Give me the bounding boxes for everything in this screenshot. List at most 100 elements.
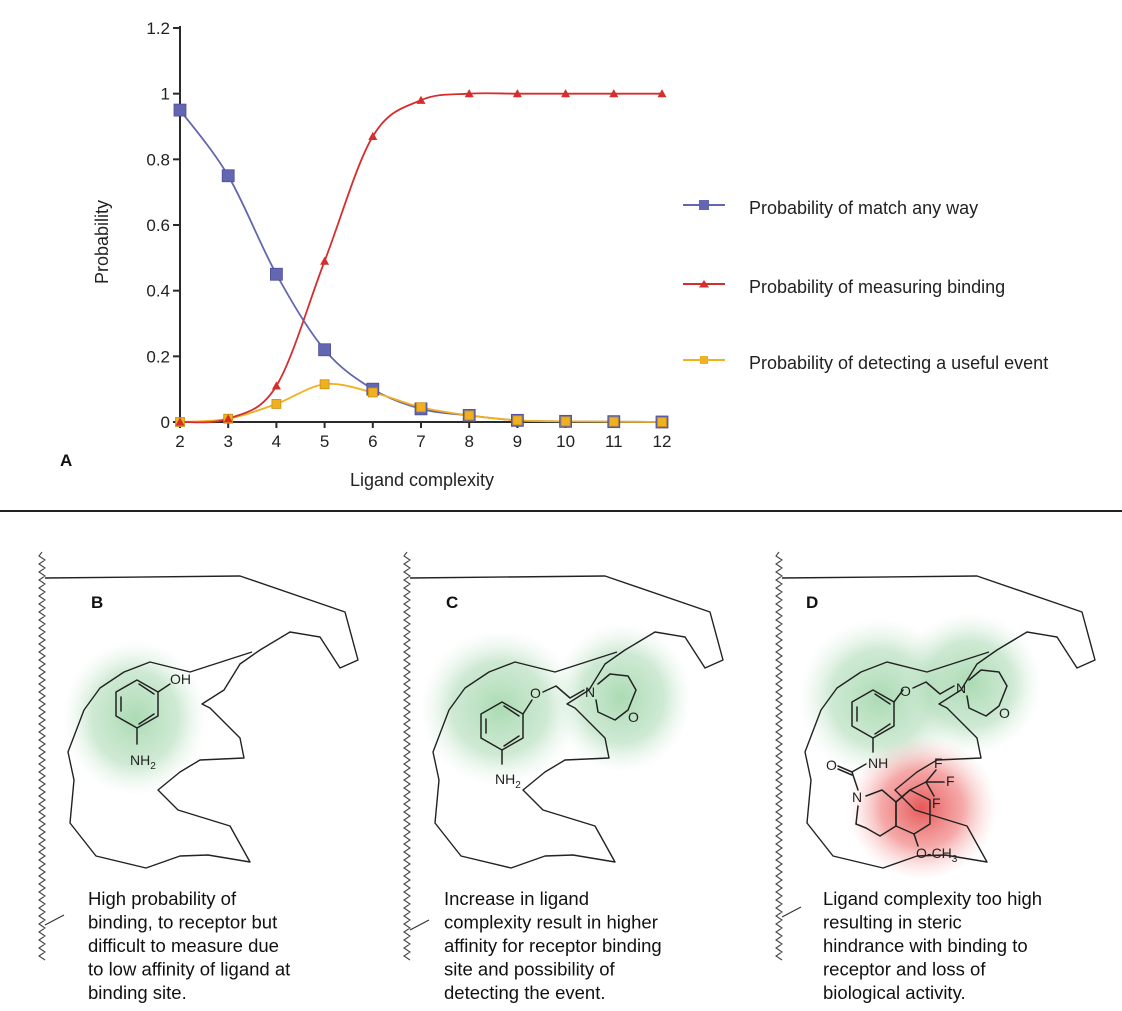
data-point bbox=[464, 89, 474, 98]
data-point bbox=[512, 415, 523, 426]
data-point bbox=[657, 417, 667, 427]
x-tick-label: 12 bbox=[653, 432, 672, 451]
y-tick-label: 1 bbox=[161, 85, 170, 104]
receptor-pocket-outline bbox=[781, 575, 1096, 869]
series-line bbox=[179, 92, 662, 424]
legend-label: Probability of detecting a useful event bbox=[749, 353, 1048, 373]
x-tick-label: 7 bbox=[416, 432, 425, 451]
amide-nh-label: NH bbox=[868, 755, 888, 771]
x-tick-label: 10 bbox=[556, 432, 575, 451]
x-tick-label: 6 bbox=[368, 432, 377, 451]
y-tick-label: 0 bbox=[161, 413, 170, 432]
x-axis: 2 3 4 5 6 7 8 9 10 11 12 bbox=[175, 421, 672, 451]
green-binding-glow bbox=[63, 640, 207, 796]
data-point bbox=[609, 89, 619, 98]
caption-line: difficult to measure due bbox=[88, 935, 279, 956]
data-point bbox=[271, 381, 281, 390]
green-binding-glow bbox=[420, 630, 580, 786]
indoline-nitrogen-label: N bbox=[852, 789, 862, 805]
morpholine-nitrogen-label: N bbox=[585, 684, 595, 700]
caption-line: binding, to receptor but bbox=[88, 912, 277, 933]
data-point bbox=[512, 89, 522, 98]
y-tick-label: 0.4 bbox=[146, 282, 170, 301]
caption-line: Ligand complexity too high bbox=[823, 888, 1042, 909]
data-point bbox=[221, 169, 235, 183]
fluorine-label: F bbox=[934, 755, 943, 771]
x-tick-label: 9 bbox=[513, 432, 522, 451]
y-tick-label: 1.2 bbox=[146, 19, 170, 38]
legend-label: Probability of measuring binding bbox=[749, 277, 1005, 297]
data-point bbox=[223, 414, 233, 423]
legend-label: Probability of match any way bbox=[749, 198, 978, 218]
green-binding-glow bbox=[898, 612, 1042, 756]
series-line bbox=[179, 109, 663, 423]
series-layer bbox=[173, 89, 669, 429]
caption-line: Increase in ligand bbox=[444, 888, 589, 909]
caption-line: complexity result in higher bbox=[444, 912, 658, 933]
panel-c-label: C bbox=[446, 593, 458, 612]
legend: Probability of match any way Probability … bbox=[683, 198, 1048, 373]
data-point bbox=[367, 387, 378, 398]
x-tick-label: 5 bbox=[320, 432, 329, 451]
receptor-tail-mark bbox=[409, 919, 430, 931]
carbonyl-oxygen-label: O bbox=[826, 757, 837, 773]
caption-b: High probability of binding, to receptor … bbox=[88, 888, 290, 1003]
data-point bbox=[269, 267, 283, 281]
data-point bbox=[416, 402, 426, 413]
y-axis-title: Probability bbox=[92, 200, 112, 284]
morpholine-oxygen-label: O bbox=[999, 705, 1010, 721]
data-point bbox=[368, 131, 378, 140]
y-axis: 0 0.2 0.4 0.6 0.8 1 1.2 bbox=[146, 19, 181, 432]
panel-a-label: A bbox=[60, 451, 72, 470]
data-point bbox=[416, 95, 426, 104]
data-point bbox=[561, 89, 571, 98]
caption-line: binding site. bbox=[88, 982, 187, 1003]
panel-b-label: B bbox=[91, 593, 103, 612]
probability-chart: 0 0.2 0.4 0.6 0.8 1 1.2 2 3 4 5 6 7 8 9 10 11 12 Probabi… bbox=[60, 19, 1048, 490]
panel-b: B OH NH2 High probability of binding, to … bbox=[38, 551, 359, 1003]
caption-line: biological activity. bbox=[823, 982, 966, 1003]
x-tick-label: 2 bbox=[175, 432, 184, 451]
panel-d: D O N O NH O N bbox=[775, 551, 1096, 1003]
x-tick-label: 3 bbox=[223, 432, 232, 451]
legend-marker bbox=[700, 356, 708, 364]
data-point bbox=[271, 399, 282, 409]
aminophenol-molecule: OH NH2 bbox=[115, 671, 191, 772]
caption-line: receptor and loss of bbox=[823, 959, 986, 980]
membrane-c bbox=[403, 551, 411, 961]
methoxy-label: O-CH3 bbox=[916, 845, 958, 865]
caption-line: detecting the event. bbox=[444, 982, 605, 1003]
x-tick-label: 11 bbox=[605, 432, 623, 451]
data-point bbox=[657, 89, 667, 98]
caption-c: Increase in ligand complexity result in h… bbox=[444, 888, 662, 1003]
data-point bbox=[560, 416, 571, 427]
fluorine-label: F bbox=[946, 773, 955, 789]
ether-oxygen-label: O bbox=[900, 683, 911, 699]
caption-line: High probability of bbox=[88, 888, 237, 909]
receptor-tail-mark bbox=[44, 914, 65, 926]
legend-marker bbox=[699, 200, 709, 210]
caption-line: hindrance with binding to bbox=[823, 935, 1028, 956]
x-tick-label: 8 bbox=[464, 432, 473, 451]
amine-label: NH2 bbox=[495, 771, 521, 791]
data-point bbox=[319, 379, 330, 390]
data-point bbox=[318, 343, 332, 357]
receptor-pocket-outline bbox=[44, 575, 359, 869]
receptor-pocket-outline bbox=[409, 575, 724, 869]
legend-marker bbox=[699, 280, 709, 288]
caption-line: to low affinity of ligand at bbox=[88, 959, 290, 980]
fluorine-label: F bbox=[932, 795, 941, 811]
caption-line: site and possibility of bbox=[444, 959, 616, 980]
data-point bbox=[173, 103, 187, 117]
hydroxyl-label: OH bbox=[170, 671, 191, 687]
y-tick-label: 0.6 bbox=[146, 216, 170, 235]
membrane-d bbox=[775, 551, 783, 961]
receptor-tail-mark bbox=[781, 906, 802, 918]
caption-line: affinity for receptor binding bbox=[444, 935, 662, 956]
panel-d-label: D bbox=[806, 593, 818, 612]
data-point bbox=[608, 416, 619, 427]
amine-label: NH2 bbox=[130, 752, 156, 772]
urea-ligand-molecule: O N O NH O N F F F O-CH3 bbox=[826, 669, 1010, 865]
data-point bbox=[175, 417, 185, 426]
